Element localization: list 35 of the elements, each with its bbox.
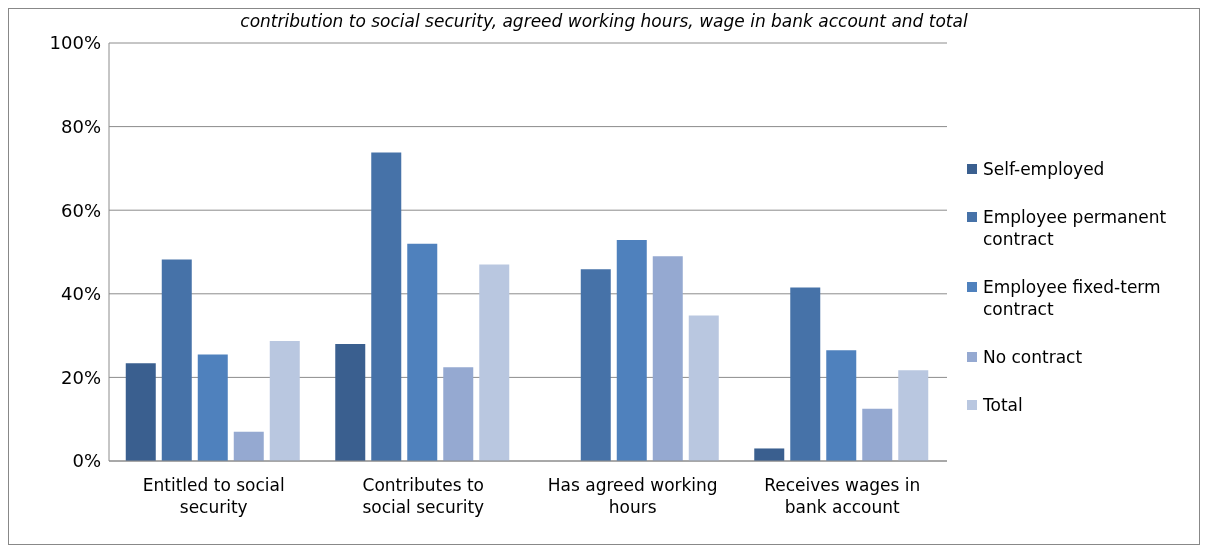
legend-label: No contract — [983, 346, 1083, 368]
bar — [197, 354, 228, 461]
bar — [371, 152, 402, 461]
chart-title: contribution to social security, agreed working hours, wage in bank account and total — [239, 10, 969, 33]
x-tick-label: Has agreed working hours — [547, 475, 718, 517]
bar — [898, 370, 929, 461]
x-tick-label: Receives wages in bank account — [764, 475, 921, 517]
bar — [335, 343, 366, 461]
y-tick-label: 60% — [60, 199, 101, 221]
legend-label: Total — [983, 394, 1023, 416]
y-tick-label: 20% — [60, 366, 101, 388]
bar — [616, 239, 647, 461]
legend-label: Employee fixed-term contract — [983, 276, 1162, 320]
bar — [233, 431, 264, 461]
bar — [652, 256, 683, 461]
bar — [479, 264, 510, 461]
y-tick-label: 100% — [49, 32, 101, 54]
bar — [161, 259, 192, 461]
bar — [790, 287, 821, 461]
bar — [688, 315, 719, 461]
bar — [754, 448, 785, 461]
bar — [580, 269, 611, 461]
legend-label: Self-employed — [983, 158, 1105, 180]
bar — [862, 408, 893, 461]
x-tick-label: Contributes to social security — [362, 475, 485, 517]
y-tick-label: 80% — [60, 115, 101, 137]
y-tick-label: 0% — [72, 450, 101, 472]
legend-label: Employee permanent contract — [983, 206, 1168, 250]
x-tick-label: Entitled to social security — [142, 475, 285, 517]
y-tick-label: 40% — [60, 283, 101, 305]
bar — [443, 367, 474, 461]
bar — [826, 350, 857, 461]
bar — [125, 363, 156, 461]
bar — [407, 243, 438, 461]
bar — [269, 341, 300, 461]
